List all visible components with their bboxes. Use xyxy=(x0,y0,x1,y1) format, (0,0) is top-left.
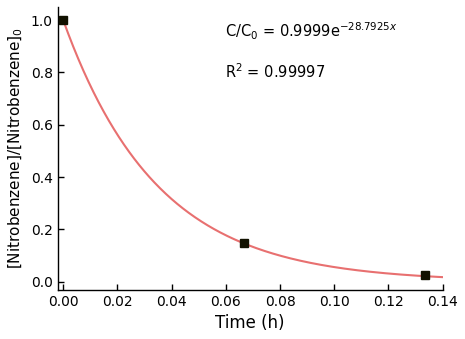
Y-axis label: [Nitrobenzene]/[Nitrobenzene]$_0$: [Nitrobenzene]/[Nitrobenzene]$_0$ xyxy=(7,27,26,269)
X-axis label: Time (h): Time (h) xyxy=(215,314,285,332)
Text: C/C$_0$ = 0.9999e$^{-28.7925x}$: C/C$_0$ = 0.9999e$^{-28.7925x}$ xyxy=(225,21,398,42)
Text: R$^2$ = 0.99997: R$^2$ = 0.99997 xyxy=(225,62,326,81)
